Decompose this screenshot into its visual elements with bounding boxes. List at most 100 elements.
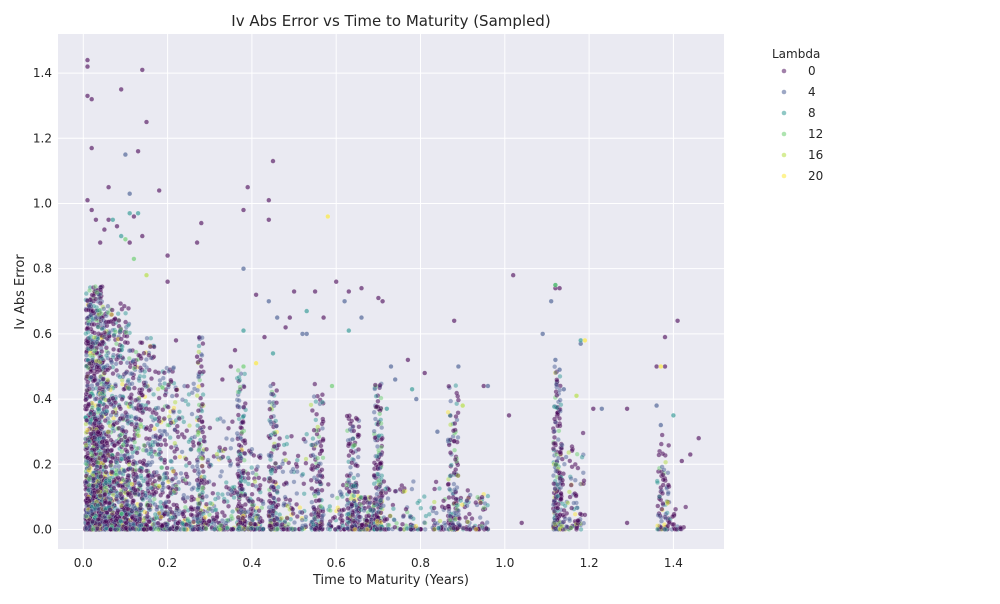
data-point xyxy=(261,502,266,507)
data-point xyxy=(134,511,139,516)
data-point xyxy=(200,402,205,407)
data-point xyxy=(339,513,344,518)
data-point xyxy=(212,521,217,526)
data-point xyxy=(173,400,178,405)
data-point xyxy=(239,493,244,498)
data-point xyxy=(292,520,297,525)
data-point xyxy=(374,394,379,399)
data-point xyxy=(118,375,123,380)
data-point xyxy=(569,483,574,488)
data-point xyxy=(453,457,458,462)
data-point xyxy=(554,462,559,467)
data-point xyxy=(157,396,162,401)
data-point xyxy=(200,456,205,461)
data-point xyxy=(241,415,246,420)
data-point xyxy=(176,480,181,485)
data-point xyxy=(339,492,344,497)
data-point xyxy=(208,463,213,468)
data-point xyxy=(187,423,192,428)
data-point xyxy=(573,478,578,483)
data-point xyxy=(366,513,371,518)
data-point xyxy=(273,461,278,466)
data-point xyxy=(356,473,361,478)
data-point xyxy=(129,396,134,401)
data-point xyxy=(208,501,213,506)
data-point xyxy=(581,471,586,476)
data-point xyxy=(282,443,287,448)
data-point xyxy=(174,487,179,492)
data-point xyxy=(163,438,168,443)
data-point xyxy=(174,388,179,393)
data-point xyxy=(353,484,358,489)
data-point xyxy=(214,508,219,513)
data-point xyxy=(147,437,152,442)
data-point xyxy=(388,514,393,519)
data-point xyxy=(123,311,128,316)
data-point xyxy=(373,417,378,422)
data-point xyxy=(237,405,242,410)
data-point xyxy=(87,477,92,482)
data-point xyxy=(107,515,112,520)
data-point xyxy=(556,437,561,442)
data-point xyxy=(188,447,193,452)
data-point xyxy=(132,440,137,445)
data-point xyxy=(276,503,281,508)
data-point xyxy=(486,494,491,499)
data-point xyxy=(146,474,151,479)
data-point xyxy=(141,497,146,502)
data-point xyxy=(197,344,202,349)
data-point xyxy=(83,398,88,403)
data-point xyxy=(200,353,205,358)
data-point xyxy=(281,503,286,508)
data-point xyxy=(470,516,475,521)
data-point xyxy=(182,435,187,440)
data-point xyxy=(163,471,168,476)
data-point xyxy=(226,456,231,461)
data-point xyxy=(171,410,176,415)
data-point xyxy=(100,391,105,396)
data-point xyxy=(87,466,92,471)
data-point xyxy=(269,433,274,438)
data-point xyxy=(125,503,130,508)
data-point xyxy=(350,461,355,466)
data-point xyxy=(289,434,294,439)
data-point xyxy=(432,500,437,505)
data-point xyxy=(197,526,202,531)
data-point xyxy=(467,512,472,517)
data-point xyxy=(120,397,125,402)
data-point xyxy=(162,458,167,463)
data-point xyxy=(330,494,335,499)
data-point xyxy=(401,514,406,519)
data-point xyxy=(311,453,316,458)
data-point xyxy=(383,487,388,492)
data-point xyxy=(352,476,357,481)
data-point xyxy=(164,505,169,510)
data-point xyxy=(139,391,144,396)
data-point xyxy=(109,470,114,475)
data-point xyxy=(378,499,383,504)
data-point xyxy=(95,526,100,531)
data-point xyxy=(187,461,192,466)
data-point xyxy=(235,431,240,436)
data-point xyxy=(312,428,317,433)
data-point xyxy=(90,519,95,524)
data-point xyxy=(195,423,200,428)
data-point xyxy=(316,464,321,469)
data-point xyxy=(236,368,241,373)
data-point xyxy=(129,447,134,452)
data-point xyxy=(274,388,279,393)
data-point xyxy=(108,424,113,429)
data-point xyxy=(195,513,200,518)
data-point xyxy=(555,424,560,429)
data-point xyxy=(285,516,290,521)
data-point xyxy=(175,430,180,435)
data-point xyxy=(285,435,290,440)
data-point xyxy=(358,495,363,500)
data-point xyxy=(666,443,671,448)
data-point xyxy=(96,365,101,370)
data-point xyxy=(104,345,109,350)
data-point xyxy=(480,495,485,500)
data-point xyxy=(277,436,282,441)
data-point xyxy=(232,495,237,500)
data-point xyxy=(85,299,90,304)
